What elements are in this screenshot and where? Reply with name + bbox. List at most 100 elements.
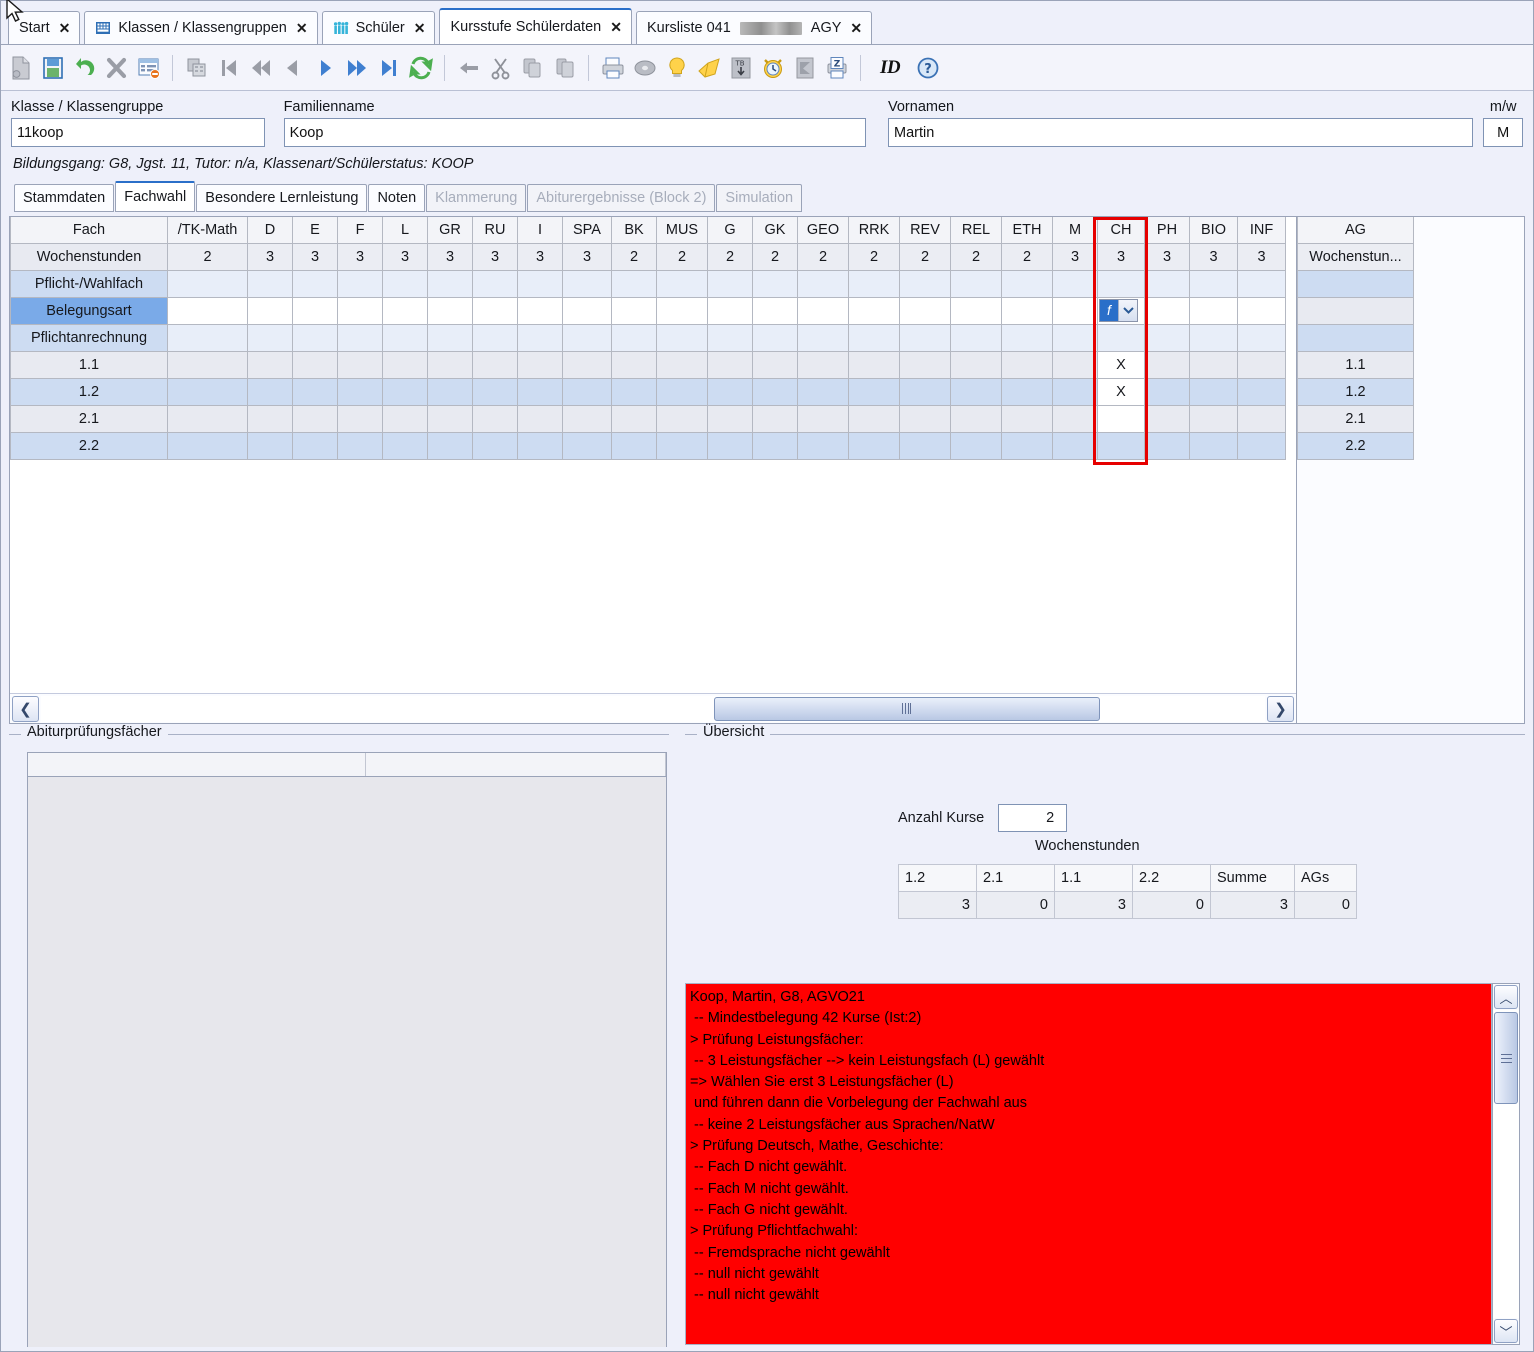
scroll-left-button[interactable]: ❮ (12, 695, 39, 722)
fast-forward-icon[interactable] (341, 51, 372, 85)
grid-cell[interactable] (1144, 377, 1190, 406)
klasse-input[interactable]: 11koop (11, 118, 265, 147)
grid-header-gk[interactable]: GK (752, 217, 798, 244)
grid-cell[interactable] (562, 431, 612, 460)
last-record-icon[interactable] (373, 51, 404, 85)
grid-cell[interactable] (472, 377, 518, 406)
validation-error-panel[interactable]: Koop, Martin, G8, AGVO21 -- Mindestbeleg… (685, 983, 1492, 1345)
grid-cell[interactable]: X (1097, 350, 1145, 379)
grid-header-f[interactable]: F (337, 217, 383, 244)
grid-cell[interactable]: 2 (707, 242, 753, 271)
grid-cell[interactable] (427, 296, 473, 325)
grid-cell[interactable] (247, 404, 293, 433)
grid-cell[interactable] (848, 323, 900, 352)
grid-cell[interactable] (167, 377, 248, 406)
grid-cell[interactable] (752, 350, 798, 379)
grid-header-i[interactable]: I (517, 217, 563, 244)
grid-cell[interactable] (427, 404, 473, 433)
previous-record-icon[interactable] (277, 51, 308, 85)
grid-cell[interactable] (1144, 431, 1190, 460)
grid-cell[interactable] (707, 431, 753, 460)
grid-cell[interactable] (797, 350, 849, 379)
grid-cell[interactable] (950, 323, 1002, 352)
ag-cell[interactable] (1297, 269, 1414, 298)
grid-cell[interactable] (167, 296, 248, 325)
grid-cell[interactable] (167, 404, 248, 433)
close-icon[interactable]: ✕ (850, 20, 863, 36)
grid-cell[interactable] (1097, 323, 1145, 352)
grid-cell[interactable] (611, 296, 657, 325)
grid-cell[interactable]: 3 (292, 242, 338, 271)
grid-header-rrk[interactable]: RRK (848, 217, 900, 244)
refresh-icon[interactable] (405, 51, 436, 85)
grid-row-label[interactable]: 1.2 (10, 377, 168, 406)
grid-cell[interactable] (292, 269, 338, 298)
ag-cell[interactable] (1297, 323, 1414, 352)
grid-cell[interactable] (167, 431, 248, 460)
close-icon[interactable]: ✕ (413, 20, 426, 36)
window-tab-klassen[interactable]: Klassen / Klassengruppen ✕ (84, 11, 318, 44)
grid-cell[interactable] (382, 323, 428, 352)
grid-cell[interactable] (337, 323, 383, 352)
grid-cell[interactable] (752, 296, 798, 325)
grid-cell[interactable] (797, 296, 849, 325)
grid-cell[interactable] (382, 431, 428, 460)
grid-cell[interactable]: 3 (1189, 242, 1238, 271)
grid-cell[interactable] (848, 350, 900, 379)
grid-cell[interactable] (752, 323, 798, 352)
grid-header-ph[interactable]: PH (1144, 217, 1190, 244)
grid-cell[interactable] (247, 296, 293, 325)
grid-cell[interactable] (899, 377, 951, 406)
grid-cell[interactable] (1189, 431, 1238, 460)
grid-cell[interactable]: 3 (1237, 242, 1286, 271)
record-properties-icon[interactable] (133, 51, 164, 85)
grid-cell[interactable] (427, 431, 473, 460)
grid-cell[interactable] (427, 377, 473, 406)
grid-header-ch[interactable]: CH (1097, 217, 1145, 244)
grid-cell[interactable] (1237, 350, 1286, 379)
grid-cell[interactable] (1052, 431, 1098, 460)
grid-row-label[interactable]: 2.2 (10, 431, 168, 460)
grid-header-rev[interactable]: REV (899, 217, 951, 244)
grid-cell[interactable] (382, 296, 428, 325)
grid-row-label[interactable]: 1.1 (10, 350, 168, 379)
grid-cell[interactable] (611, 323, 657, 352)
grid-cell[interactable] (382, 377, 428, 406)
grid-cell[interactable] (1001, 323, 1053, 352)
grid-cell[interactable] (899, 431, 951, 460)
ag-cell[interactable] (1297, 296, 1414, 325)
new-document-icon[interactable] (5, 51, 36, 85)
grid-cell[interactable]: 3 (1097, 242, 1145, 271)
tab-noten[interactable]: Noten (368, 184, 426, 212)
grid-cell[interactable] (1237, 404, 1286, 433)
grid-cell[interactable]: 2 (167, 242, 248, 271)
scroll-up-button[interactable]: ︿ (1494, 985, 1518, 1009)
error-panel-vertical-scrollbar[interactable]: ︿ ﹀ (1492, 983, 1520, 1345)
grid-cell[interactable] (1237, 269, 1286, 298)
grid-cell[interactable] (472, 323, 518, 352)
grid-cell[interactable] (337, 269, 383, 298)
grid-cell[interactable] (1097, 431, 1145, 460)
vornamen-input[interactable]: Martin (887, 118, 1474, 147)
grid-cell[interactable]: 2 (797, 242, 849, 271)
grid-cell[interactable] (848, 296, 900, 325)
tab-fachwahl[interactable]: Fachwahl (115, 181, 196, 212)
grid-cell[interactable] (472, 431, 518, 460)
grid-cell[interactable] (247, 431, 293, 460)
chevron-down-icon[interactable] (1118, 299, 1137, 321)
abitur-column-2[interactable] (366, 753, 666, 776)
grid-cell[interactable] (611, 431, 657, 460)
grid-cell[interactable] (1052, 350, 1098, 379)
grid-cell[interactable] (707, 323, 753, 352)
grid-cell[interactable]: 2 (752, 242, 798, 271)
grid-cell[interactable] (1144, 404, 1190, 433)
grid-cell[interactable] (1001, 404, 1053, 433)
grid-cell[interactable] (167, 350, 248, 379)
grid-cell[interactable] (950, 296, 1002, 325)
grid-cell[interactable] (292, 404, 338, 433)
grid-cell[interactable]: 2 (899, 242, 951, 271)
grid-cell[interactable] (562, 377, 612, 406)
tab-besondere-lernleistung[interactable]: Besondere Lernleistung (196, 184, 368, 212)
grid-cell[interactable]: 3 (247, 242, 293, 271)
grid-cell[interactable] (656, 269, 708, 298)
